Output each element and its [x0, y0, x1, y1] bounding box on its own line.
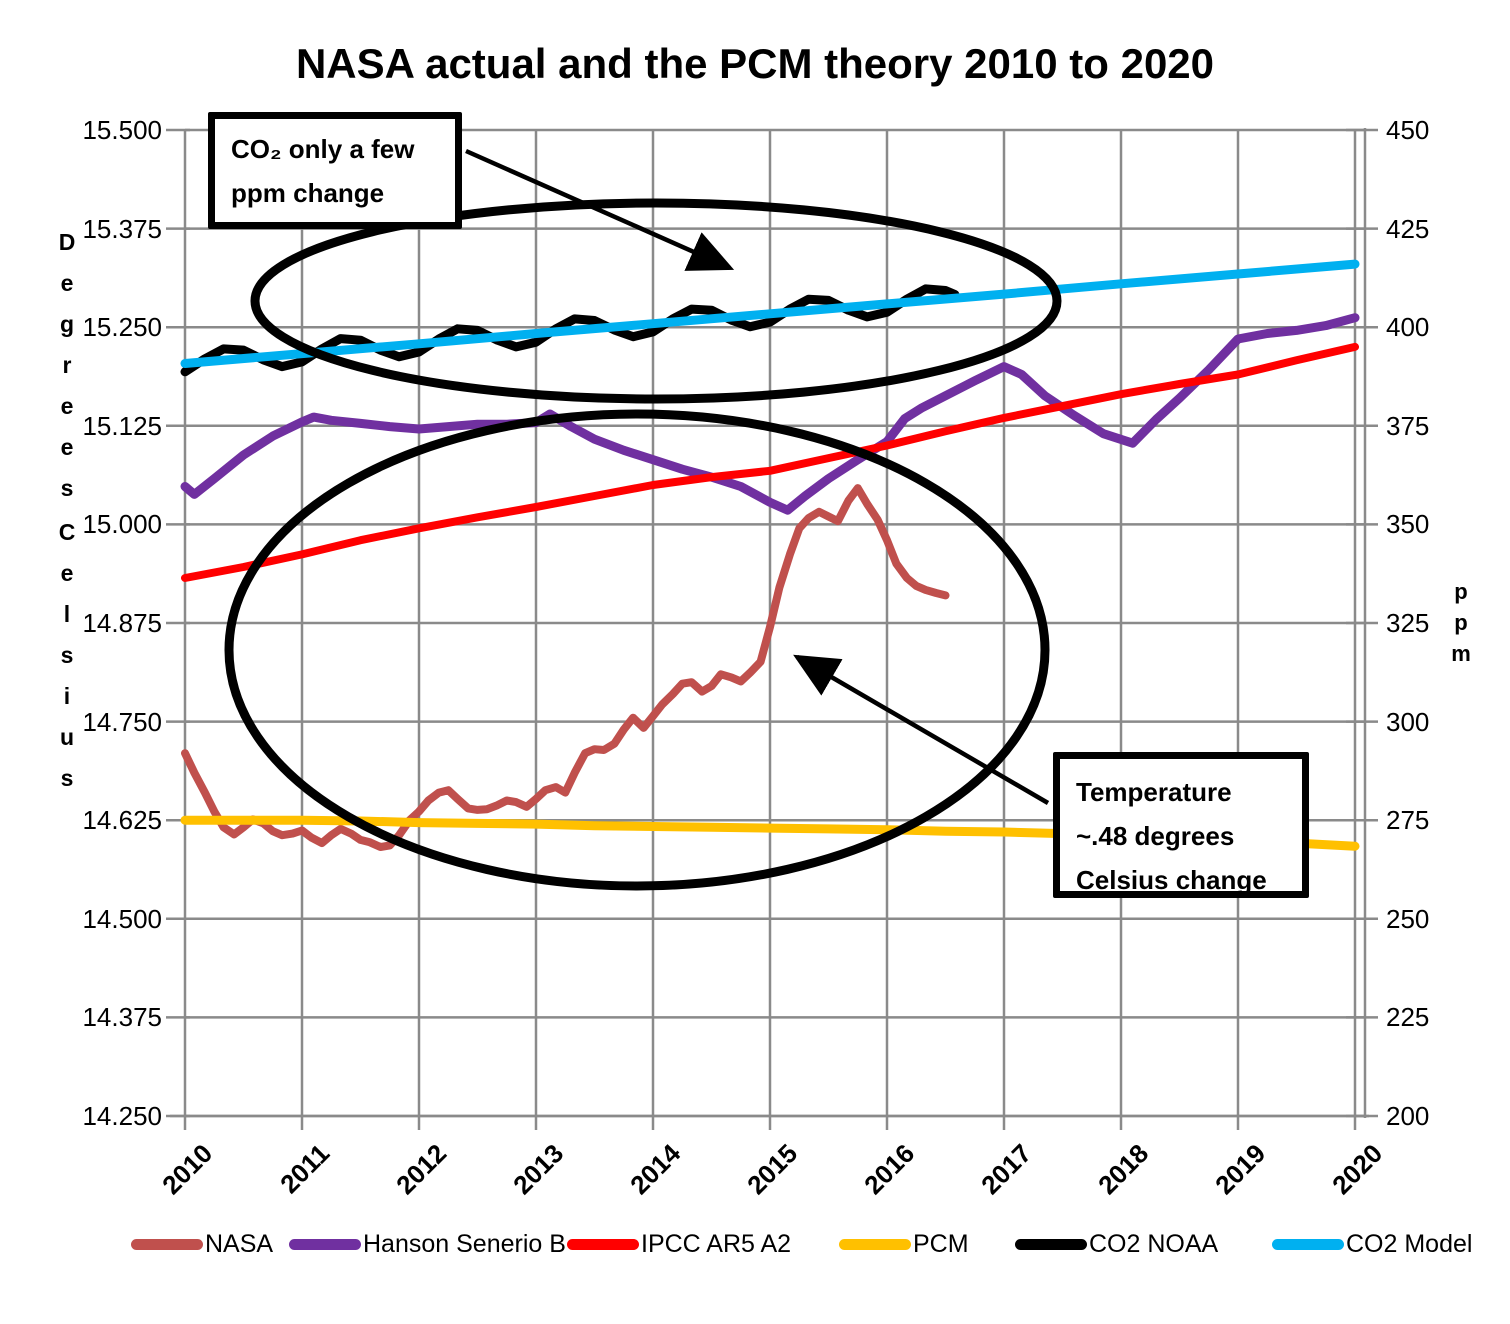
left-axis-tick-label: 15.125: [82, 410, 162, 441]
legend-item-ipcc-ar5-a2: IPCC AR5 A2: [567, 1230, 791, 1258]
left-axis-tick-label: 15.500: [82, 115, 162, 145]
temperature-annotation-line2: ~.48 degrees: [1076, 821, 1235, 851]
degrees-letter: r: [62, 352, 72, 378]
celsius-letter: C: [58, 519, 76, 545]
legend-label: CO2 Model: [1346, 1229, 1473, 1258]
temperature-annotation-line3: Celsius change: [1076, 865, 1267, 895]
temperature-ellipse-annotation: [224, 409, 1050, 891]
legend-swatch-nasa: [131, 1238, 203, 1250]
celsius-letter: e: [60, 560, 74, 586]
axis-lines-and-ticks: [166, 128, 1378, 1130]
celsius-letter: l: [63, 601, 71, 627]
temperature-arrow: [793, 654, 1050, 805]
legend-item-nasa: NASA: [131, 1230, 273, 1258]
legend-swatch-co2-noaa: [1015, 1238, 1087, 1250]
right-axis-tick-label: 225: [1386, 1002, 1430, 1033]
degrees-letter: e: [60, 434, 74, 460]
right-axis-tick-label: 275: [1386, 805, 1430, 836]
right-axis-tick-label: 400: [1386, 312, 1430, 343]
left-axis-tick-label: 14.625: [82, 805, 162, 836]
ppm-letter: p: [1454, 610, 1468, 635]
left-axis-tick-label: 15.000: [82, 509, 162, 540]
series-line-nasa: [181, 484, 950, 851]
degrees-letter: D: [58, 229, 76, 255]
co2-arrow: [465, 148, 735, 271]
degrees-letter: s: [60, 475, 74, 501]
legend-swatch-pcm: [839, 1238, 911, 1250]
celsius-letter: s: [60, 765, 74, 791]
legend-item-co2-noaa: CO2 NOAA: [1015, 1230, 1218, 1258]
degrees-letter: g: [59, 311, 75, 337]
degrees-letter: e: [60, 270, 74, 296]
right-axis-tick-label: 200: [1386, 1101, 1430, 1131]
left-axis-tick-label: 14.250: [82, 1101, 162, 1131]
right-axis-tick-label: 300: [1386, 706, 1430, 737]
legend-label: IPCC AR5 A2: [641, 1229, 792, 1258]
co2-annotation-box: CO₂ only a few ppm change: [208, 112, 462, 229]
drawn-annotations: [224, 148, 1062, 891]
legend-item-pcm: PCM: [839, 1230, 969, 1258]
legend-item-hanson-senerio-b: Hanson Senerio B: [289, 1230, 566, 1258]
legend-label: NASA: [205, 1229, 274, 1258]
legend-label: CO2 NOAA: [1089, 1229, 1219, 1258]
left-axis-tick-label: 14.500: [82, 903, 162, 934]
chart-title: NASA actual and the PCM theory 2010 to 2…: [295, 40, 1215, 87]
ppm-letter: m: [1451, 641, 1471, 666]
left-axis-tick-label: 14.875: [82, 608, 162, 638]
right-axis-tick-label: 325: [1386, 608, 1430, 638]
co2-annotation-line2: ppm change: [231, 178, 385, 208]
celsius-letter: s: [60, 642, 74, 668]
right-axis-tick-label: 250: [1386, 903, 1430, 934]
right-axis-tick-label: 375: [1386, 410, 1430, 441]
legend-swatch-hanson-senerio-b: [289, 1238, 361, 1250]
co2-ellipse-annotation: [250, 198, 1062, 404]
series-line-co2-model: [180, 259, 1360, 368]
co2-annotation-line1: CO₂ only a few: [231, 134, 415, 164]
legend-label: Hanson Senerio B: [363, 1229, 566, 1258]
right-axis-tick-label: 450: [1386, 115, 1430, 145]
celsius-letter: i: [63, 683, 71, 709]
left-axis-tick-label: 14.750: [82, 706, 162, 737]
right-axis-tick-label: 350: [1386, 509, 1430, 540]
legend-swatch-ipcc-ar5-a2: [567, 1238, 639, 1250]
left-axis-tick-label: 14.375: [82, 1002, 162, 1033]
legend-item-co2-model: CO2 Model: [1272, 1230, 1472, 1258]
right-axis-tick-label: 425: [1386, 213, 1430, 244]
legend-swatch-co2-model: [1272, 1238, 1344, 1250]
legend-label: PCM: [913, 1229, 969, 1258]
left-axis-tick-label: 15.375: [82, 213, 162, 244]
celsius-letter: u: [59, 724, 75, 750]
ppm-letter: p: [1454, 579, 1468, 604]
series-line-hanson-senerio-b: [180, 313, 1360, 515]
left-axis-tick-label: 15.250: [82, 312, 162, 343]
degrees-letter: e: [60, 393, 74, 419]
series-line-ipcc-ar5-a2: [181, 342, 1359, 582]
temperature-annotation-box: Temperature ~.48 degrees Celsius change: [1053, 752, 1309, 898]
temperature-annotation-line1: Temperature: [1076, 777, 1232, 807]
